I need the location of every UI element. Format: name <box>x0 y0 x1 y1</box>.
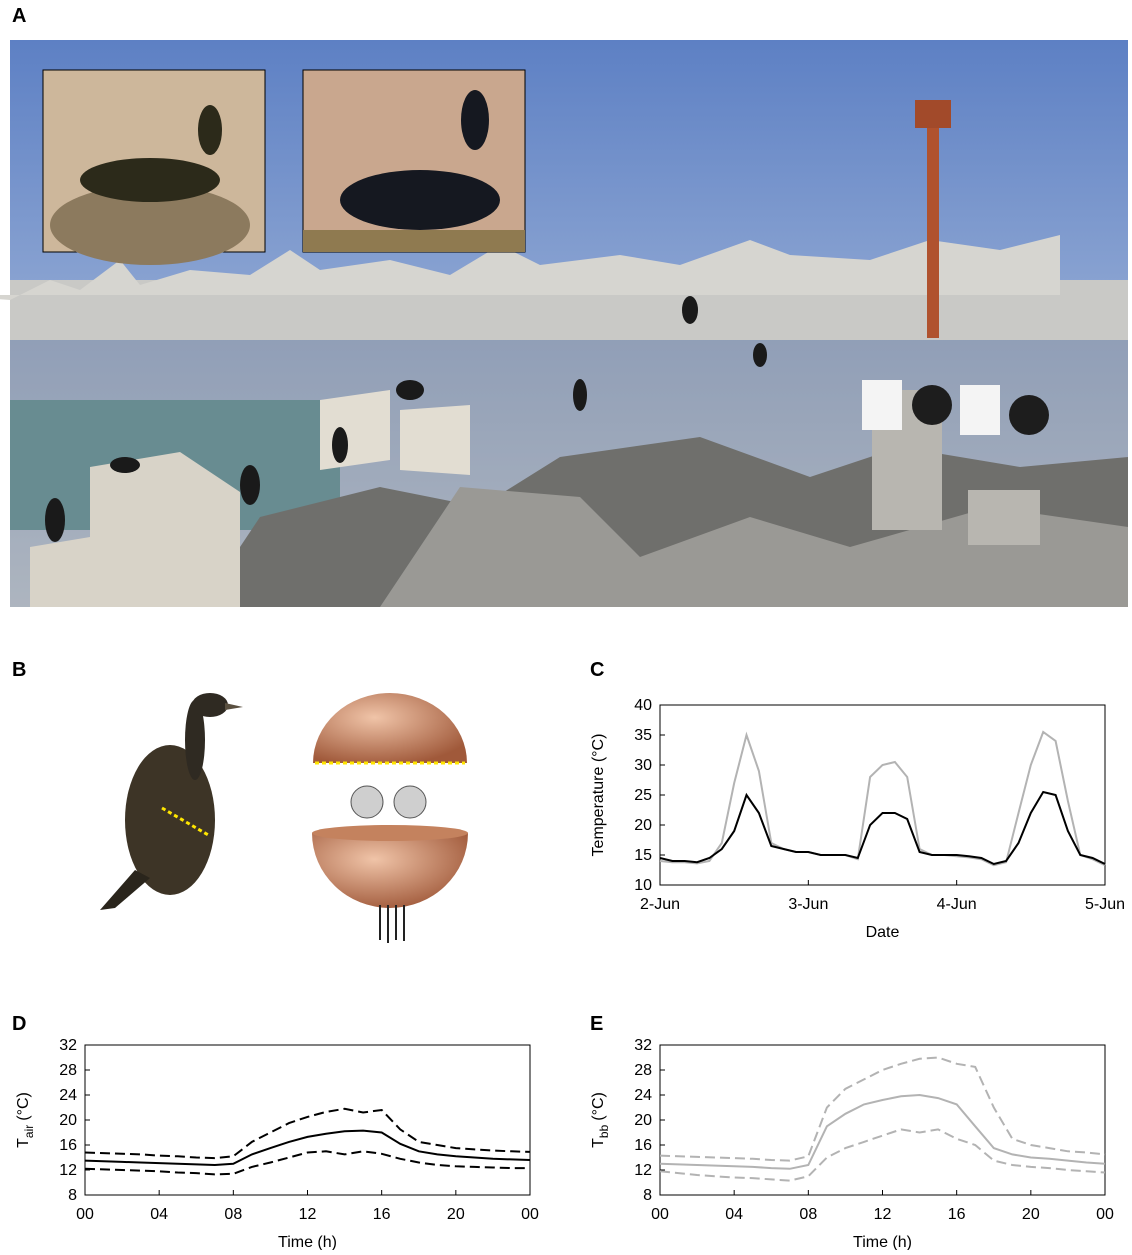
x-axis-label: Time (h) <box>278 1234 337 1250</box>
y-label-sub: bb <box>597 1124 611 1138</box>
y-tick-label: 35 <box>634 727 652 744</box>
x-tick-label: 3-Jun <box>788 896 828 913</box>
figure: A B C D E 10 15 20 25 30 35 40 2-Jun 3-Jun 4-Jun 5-Jun D… <box>0 0 1132 1250</box>
y-axis-label: Tair (°C) <box>15 1092 36 1148</box>
y-label-sub: air <box>22 1125 36 1138</box>
panel-label: E <box>590 1013 603 1035</box>
x-tick-label: 20 <box>1022 1206 1040 1223</box>
y-tick-label: 10 <box>634 877 652 894</box>
x-tick-label: 00 <box>651 1206 669 1223</box>
y-label-main: T <box>590 1138 607 1148</box>
y-tick-label: 28 <box>59 1062 77 1079</box>
x-tick-label: 4-Jun <box>937 896 977 913</box>
x-tick-label: 00 <box>1096 1206 1114 1223</box>
plot-frame <box>660 1045 1105 1195</box>
y-tick-label: 32 <box>59 1037 77 1054</box>
x-tick-label: 12 <box>299 1206 317 1223</box>
y-tick-label: 16 <box>59 1137 77 1154</box>
y-tick-label: 24 <box>59 1087 77 1104</box>
y-tick-label: 15 <box>634 847 652 864</box>
x-tick-label: 04 <box>150 1206 168 1223</box>
series-line <box>85 1109 530 1158</box>
y-tick-label: 8 <box>68 1187 77 1204</box>
series-line <box>660 1129 1105 1180</box>
plot-frame <box>660 705 1105 885</box>
y-tick-label: 12 <box>59 1162 77 1179</box>
panel-label: C <box>590 659 604 681</box>
y-tick-label: 32 <box>634 1037 652 1054</box>
x-tick-label: 00 <box>76 1206 94 1223</box>
y-tick-label: 25 <box>634 787 652 804</box>
y-tick-label: 28 <box>634 1062 652 1079</box>
y-tick-label: 16 <box>634 1137 652 1154</box>
y-tick-label: 20 <box>59 1112 77 1129</box>
x-axis-label: Time (h) <box>853 1234 912 1250</box>
y-axis-label: Temperature (°C) <box>590 734 607 857</box>
y-tick-label: 20 <box>634 817 652 834</box>
photo-b <box>100 693 468 943</box>
series-line <box>85 1131 530 1165</box>
x-tick-label: 00 <box>521 1206 539 1223</box>
y-tick-label: 40 <box>634 697 652 714</box>
x-tick-label: 2-Jun <box>640 896 680 913</box>
x-tick-label: 08 <box>224 1206 242 1223</box>
series-line <box>660 792 1105 864</box>
x-axis-label: Date <box>866 924 900 941</box>
y-label-main: T <box>15 1138 32 1148</box>
x-tick-label: 08 <box>799 1206 817 1223</box>
plot-frame <box>85 1045 530 1195</box>
x-tick-label: 5-Jun <box>1085 896 1125 913</box>
y-tick-label: 8 <box>643 1187 652 1204</box>
x-tick-label: 04 <box>725 1206 743 1223</box>
x-tick-label: 16 <box>948 1206 966 1223</box>
photo-a <box>0 40 1128 607</box>
series-line <box>660 1058 1105 1161</box>
panel-label: B <box>12 659 26 681</box>
y-tick-label: 30 <box>634 757 652 774</box>
y-label-unit: (°C) <box>15 1092 32 1121</box>
y-axis-label: Tbb (°C) <box>590 1092 611 1148</box>
y-tick-label: 12 <box>634 1162 652 1179</box>
x-tick-label: 16 <box>373 1206 391 1223</box>
y-label-unit: (°C) <box>590 1092 607 1121</box>
panel-label: A <box>12 5 26 27</box>
x-tick-label: 12 <box>874 1206 892 1223</box>
x-tick-label: 20 <box>447 1206 465 1223</box>
y-tick-label: 20 <box>634 1112 652 1129</box>
y-tick-label: 24 <box>634 1087 652 1104</box>
panel-label: D <box>12 1013 26 1035</box>
